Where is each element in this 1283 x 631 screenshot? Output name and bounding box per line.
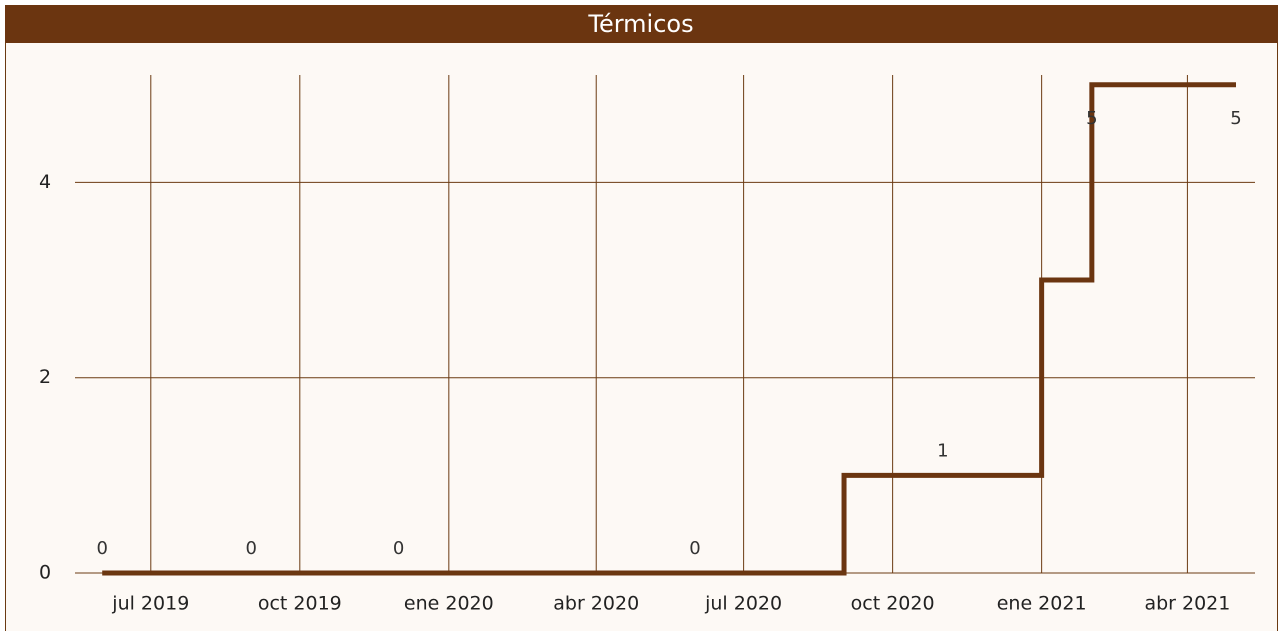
chart-title: Térmicos <box>587 10 693 38</box>
plot: 0 2 4 jul 2019 oct 2019 ene 2020 abr 2020 jul 2… <box>39 75 1255 615</box>
y-tick-label: 4 <box>39 171 51 193</box>
x-tick-label: oct 2020 <box>851 593 935 615</box>
title-bar <box>5 5 1278 43</box>
x-tick-label: jul 2020 <box>704 593 782 615</box>
x-tick-label: abr 2021 <box>1144 593 1230 615</box>
x-tick-label: oct 2019 <box>258 593 342 615</box>
x-tick-label: ene 2021 <box>997 593 1087 615</box>
y-tick-label: 0 <box>39 562 51 584</box>
x-tick-label: jul 2019 <box>111 593 189 615</box>
data-label: 0 <box>96 538 107 559</box>
x-tick-label: ene 2020 <box>404 593 494 615</box>
data-label: 5 <box>1230 108 1241 129</box>
chart-background <box>5 43 1278 631</box>
x-tick-label: abr 2020 <box>553 593 639 615</box>
y-tick-label: 2 <box>39 366 51 388</box>
data-label: 5 <box>1086 108 1097 129</box>
data-label: 1 <box>937 440 948 461</box>
data-label: 0 <box>245 538 256 559</box>
data-label: 0 <box>689 538 700 559</box>
data-label: 0 <box>393 538 404 559</box>
